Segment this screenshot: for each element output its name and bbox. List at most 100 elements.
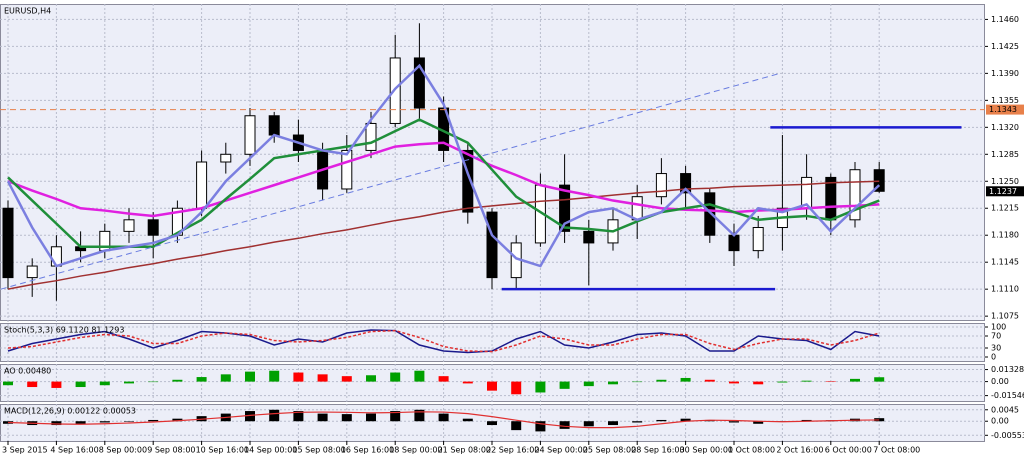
bar — [317, 374, 328, 382]
x-tick-label: 7 Oct 08:00 — [873, 446, 920, 455]
y-tick-label: 1.1390 — [991, 69, 1019, 78]
bar — [172, 418, 183, 422]
candle-body — [752, 227, 764, 252]
bar — [245, 371, 255, 382]
x-tick-label: 28 Sep 16:00 — [631, 446, 684, 455]
x-tick-label: 2 Oct 16:00 — [776, 446, 823, 455]
bar — [366, 413, 376, 422]
y-tick-label: 1.1285 — [991, 150, 1019, 159]
price-level-label: 1.1343 — [989, 105, 1017, 114]
x-tick-label: 21 Sep 08:00 — [438, 446, 491, 455]
y-tick-label: 1.1075 — [991, 312, 1019, 321]
bar — [341, 414, 352, 422]
x-tick-label: 6 Oct 00:00 — [825, 446, 872, 455]
y-tick-label: -0.01546 — [991, 391, 1024, 400]
candle-body — [123, 219, 135, 232]
bar — [51, 421, 62, 426]
bar — [753, 381, 764, 385]
candle-body — [873, 169, 885, 192]
last-price-box — [986, 186, 1024, 197]
bar — [414, 409, 425, 422]
x-tick-label: 4 Sep 16:00 — [50, 446, 98, 455]
bar — [801, 419, 812, 422]
bar — [75, 421, 86, 424]
y-tick-label: 70 — [991, 332, 1001, 341]
bar — [293, 411, 304, 422]
candle-body — [462, 149, 474, 213]
bar — [656, 379, 667, 382]
candle-body — [486, 211, 498, 279]
y-tick-label: 100 — [991, 323, 1006, 332]
bar — [99, 381, 110, 386]
panel-title: MACD(12,26,9) 0.00122 0.00053 — [4, 407, 136, 416]
bar — [438, 376, 449, 382]
series-line — [6, 63, 881, 268]
bar — [293, 372, 304, 382]
bar — [729, 421, 739, 423]
x-tick-label: 16 Sep 16:00 — [341, 446, 394, 455]
bar — [777, 381, 788, 383]
bar — [462, 381, 473, 384]
bar — [172, 379, 183, 382]
x-tick-label: 10 Sep 16:00 — [196, 446, 249, 455]
bar — [511, 381, 522, 395]
x-tick-label: 9 Sep 08:00 — [147, 446, 195, 455]
x-tick-label: 24 Sep 00:00 — [534, 446, 587, 455]
y-tick-label: 1.1355 — [991, 96, 1019, 105]
bar — [801, 380, 812, 382]
bar — [124, 381, 134, 384]
y-tick-label: 1.1180 — [991, 231, 1019, 240]
y-tick-label: 1.1425 — [991, 42, 1019, 51]
price-level-box — [986, 104, 1024, 115]
panel-title: EURUSD,H4 — [4, 7, 51, 16]
bar — [632, 381, 643, 383]
bar — [148, 419, 159, 422]
bar — [390, 411, 401, 422]
y-tick-label: 0.0045 — [991, 405, 1019, 414]
x-tick-label: 18 Sep 00:00 — [389, 446, 442, 455]
bar — [462, 418, 473, 422]
x-tick-label: 30 Sep 00:00 — [680, 446, 733, 455]
bar — [680, 418, 691, 422]
series-line — [7, 180, 880, 290]
candle-body — [583, 230, 595, 244]
y-tick-label: 1.1215 — [991, 204, 1019, 213]
candle-body — [559, 184, 571, 232]
y-tick-label: 1.1320 — [991, 123, 1019, 132]
last-price-label: 1.1237 — [989, 187, 1017, 196]
candle-body — [680, 173, 692, 194]
bar — [583, 381, 594, 387]
x-tick-label: 14 Sep 00:00 — [244, 446, 297, 455]
bar — [341, 376, 352, 382]
bar — [487, 381, 497, 391]
bar — [729, 381, 739, 384]
bar — [148, 381, 159, 383]
bar — [124, 421, 134, 422]
panel-title: Stoch(5,3,3) 69.1120 81.1293 — [4, 326, 124, 335]
candle-body — [50, 246, 62, 267]
bar — [317, 413, 328, 422]
bar — [51, 381, 62, 388]
x-tick-label: 3 Sep 2015 — [2, 446, 48, 455]
bar — [196, 377, 207, 382]
bar — [487, 421, 497, 426]
candle-body — [196, 161, 208, 209]
bar — [608, 421, 618, 426]
bar — [3, 381, 13, 386]
candle-body — [413, 57, 425, 109]
x-tick-label: 15 Sep 08:00 — [292, 446, 345, 455]
series-line — [7, 329, 880, 354]
candle-body — [365, 122, 377, 151]
bar — [366, 375, 376, 382]
bar — [245, 411, 255, 422]
bar — [680, 377, 691, 382]
y-tick-label: 0 — [991, 353, 996, 362]
series-line — [7, 118, 880, 249]
bar — [390, 372, 401, 382]
bar — [850, 378, 860, 382]
bar — [583, 421, 594, 427]
candle-body — [268, 115, 280, 136]
y-tick-label: 30 — [991, 344, 1001, 353]
candle-body — [244, 115, 256, 155]
